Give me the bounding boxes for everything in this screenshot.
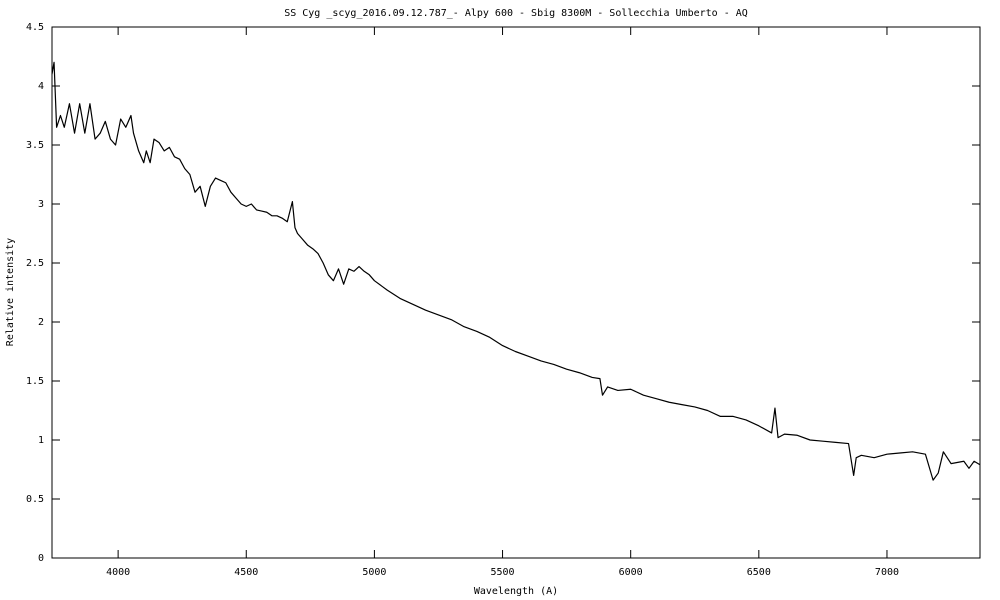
- x-tick-label: 5000: [362, 567, 386, 578]
- y-tick-label: 2.5: [26, 258, 44, 269]
- y-tick-label: 3: [38, 199, 44, 210]
- x-axis-label: Wavelength (A): [474, 586, 558, 597]
- x-tick-label: 4000: [106, 567, 130, 578]
- x-tick-label: 7000: [875, 567, 899, 578]
- spectrum-line: [51, 61, 981, 481]
- x-tick-label: 6500: [747, 567, 771, 578]
- y-tick-label: 4: [38, 81, 44, 92]
- y-tick-label: 3.5: [26, 140, 44, 151]
- y-tick-label: 2: [38, 317, 44, 328]
- y-tick-label: 0.5: [26, 494, 44, 505]
- y-axis-label: Relative intensity: [5, 238, 16, 346]
- y-tick-label: 1.5: [26, 376, 44, 387]
- x-tick-label: 4500: [234, 567, 258, 578]
- x-tick-label: 5500: [490, 567, 514, 578]
- plot-border: [51, 26, 981, 559]
- y-tick-label: 4.5: [26, 22, 44, 33]
- chart-title: SS Cyg _scyg_2016.09.12.787_- Alpy 600 -…: [284, 8, 748, 19]
- y-tick-label: 0: [38, 553, 44, 564]
- y-tick-label: 1: [38, 435, 44, 446]
- x-tick-label: 6000: [619, 567, 643, 578]
